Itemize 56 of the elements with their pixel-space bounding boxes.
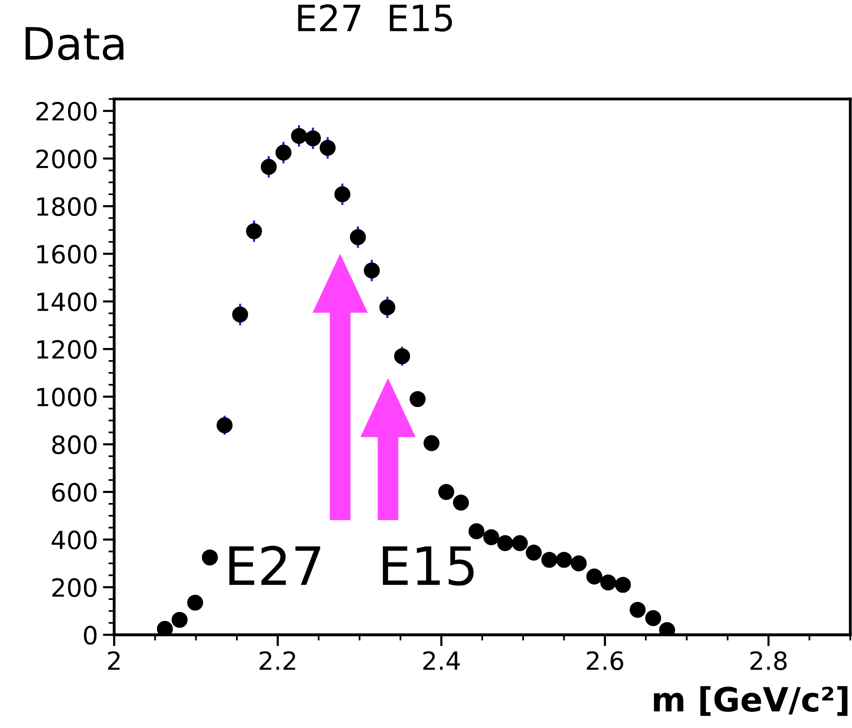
point — [291, 128, 307, 144]
point — [570, 555, 587, 572]
point — [614, 576, 631, 593]
y-tick-label: 1800 — [37, 197, 97, 216]
point — [276, 144, 292, 161]
point — [379, 299, 396, 316]
point — [526, 544, 542, 561]
point — [452, 494, 469, 511]
y-tick-label: 2200 — [36, 102, 97, 121]
point — [410, 391, 426, 408]
text: E27 E15 — [298, 4, 452, 32]
point — [541, 552, 558, 568]
y-tick-label: 1200 — [37, 340, 97, 359]
point — [600, 574, 616, 590]
point — [202, 549, 218, 566]
y-tick-label: 0 — [84, 626, 97, 645]
point — [172, 612, 188, 628]
y-tick-label: 2000 — [36, 149, 97, 168]
x-axis-title: m [GeV/c²] — [654, 686, 848, 716]
point — [246, 223, 262, 240]
point — [320, 140, 336, 156]
point — [394, 348, 410, 364]
y-tick-label: 1400 — [37, 292, 97, 312]
y-tick-label: 600 — [52, 482, 97, 502]
y-tick-label: 200 — [52, 578, 97, 598]
point — [350, 229, 366, 246]
annotation: E27 — [229, 546, 320, 585]
point — [468, 523, 484, 540]
x-tick-label: 2.8 — [750, 651, 787, 670]
chart-title: Data — [26, 27, 124, 60]
point — [483, 529, 500, 546]
y-tick-label: 1000 — [37, 388, 97, 407]
point — [556, 552, 572, 568]
y-tick-label: 800 — [52, 435, 97, 454]
point — [216, 417, 233, 434]
point — [630, 602, 646, 618]
point — [438, 484, 454, 500]
point — [334, 186, 350, 202]
point — [364, 262, 380, 278]
x-tick-label: 2 — [108, 651, 120, 670]
y-tick-label: 1600 — [37, 244, 97, 264]
point — [512, 535, 528, 552]
point — [586, 568, 602, 584]
x-tick-label: 2.2 — [260, 651, 296, 670]
point — [156, 620, 173, 635]
annotation: E15 — [382, 546, 474, 586]
point — [187, 594, 204, 611]
x-tick-label: 2.4 — [423, 651, 460, 670]
point — [304, 130, 321, 146]
x-tick-label: 2.6 — [586, 651, 624, 670]
point — [424, 435, 440, 452]
point — [232, 306, 248, 322]
point — [645, 610, 662, 626]
point — [260, 158, 277, 175]
point — [497, 535, 514, 552]
y-tick-label: 400 — [52, 530, 97, 550]
